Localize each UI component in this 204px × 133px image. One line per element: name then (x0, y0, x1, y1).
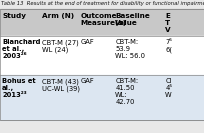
Text: Study: Study (2, 13, 26, 19)
Text: CBT-M (27)
WL (24): CBT-M (27) WL (24) (42, 39, 79, 53)
Text: CBT-M:
41.50
WL:
42.70: CBT-M: 41.50 WL: 42.70 (115, 78, 138, 105)
Bar (0, 75, 204, 120)
Text: CBT-M:
53.9
WL: 56.0: CBT-M: 53.9 WL: 56.0 (115, 39, 145, 59)
Text: Table 13  Results at the end of treatment for disability or functional impairmen: Table 13 Results at the end of treatment… (1, 1, 204, 6)
Bar (0, 9, 204, 36)
Text: GAF: GAF (81, 39, 94, 45)
Text: Baseline
Value: Baseline Value (115, 13, 150, 26)
Text: Bohus et
al.,
2013²³: Bohus et al., 2013²³ (2, 78, 36, 98)
Text: CI
4⁵
W: CI 4⁵ W (165, 78, 172, 98)
Text: Blanchard
et al.,
2003²⁶: Blanchard et al., 2003²⁶ (2, 39, 40, 59)
Text: 7⁵
6(: 7⁵ 6( (165, 39, 172, 53)
Text: GAF: GAF (81, 78, 94, 84)
Text: E
T
V: E T V (165, 13, 171, 33)
Bar (0, 36, 204, 75)
Text: Outcome
Measure(s): Outcome Measure(s) (81, 13, 127, 26)
Text: Arm (N): Arm (N) (42, 13, 74, 19)
Bar (0, 9, 204, 120)
Text: CBT-M (43)
UC-WL (39): CBT-M (43) UC-WL (39) (42, 78, 80, 92)
